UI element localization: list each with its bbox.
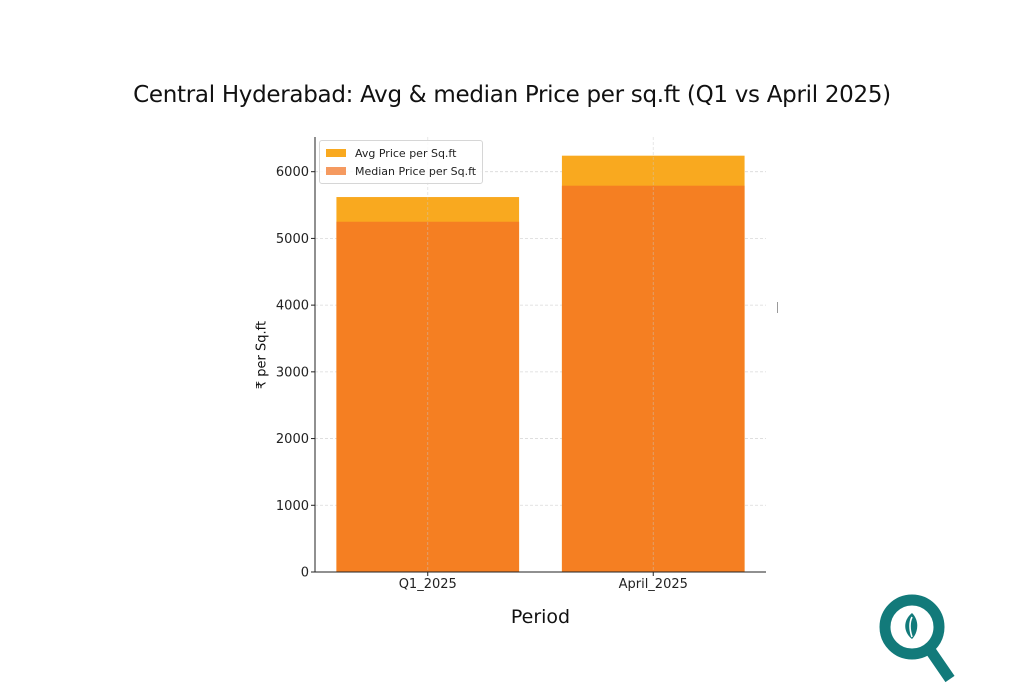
y-axis-label: ₹ per Sq.ft bbox=[254, 320, 270, 390]
y-tick-label: 2000 bbox=[276, 432, 309, 447]
x-tick-label: Q1_2025 bbox=[399, 577, 457, 592]
stray-tick-mark bbox=[777, 302, 778, 313]
legend-item-median: Median Price per Sq.ft bbox=[326, 162, 476, 180]
legend-label-median: Median Price per Sq.ft bbox=[355, 164, 477, 178]
y-tick-label: 5000 bbox=[276, 232, 309, 247]
legend-swatch-median bbox=[326, 167, 346, 175]
x-tick-label: April_2025 bbox=[619, 577, 688, 592]
y-tick-label: 0 bbox=[301, 566, 309, 581]
y-tick-label: 4000 bbox=[276, 299, 309, 314]
y-tick-label: 3000 bbox=[276, 365, 309, 380]
bars-layer bbox=[336, 137, 745, 573]
legend-item-avg: Avg Price per Sq.ft bbox=[326, 144, 476, 162]
axes-layer: 0 1000 2000 3000 4000 5000 6000 Q1_2025 April_20… bbox=[276, 137, 766, 592]
chart-title: Central Hyderabad: Avg & median Price pe… bbox=[133, 82, 891, 108]
y-tick-label: 6000 bbox=[276, 165, 309, 180]
x-axis-label: Period bbox=[510, 606, 571, 628]
legend-label-avg: Avg Price per Sq.ft bbox=[355, 146, 457, 160]
legend: Avg Price per Sq.ft Median Price per Sq.… bbox=[319, 140, 484, 184]
magnifier-logo-icon bbox=[879, 594, 955, 683]
y-tick-label: 1000 bbox=[276, 499, 309, 514]
legend-swatch-avg bbox=[326, 149, 346, 157]
